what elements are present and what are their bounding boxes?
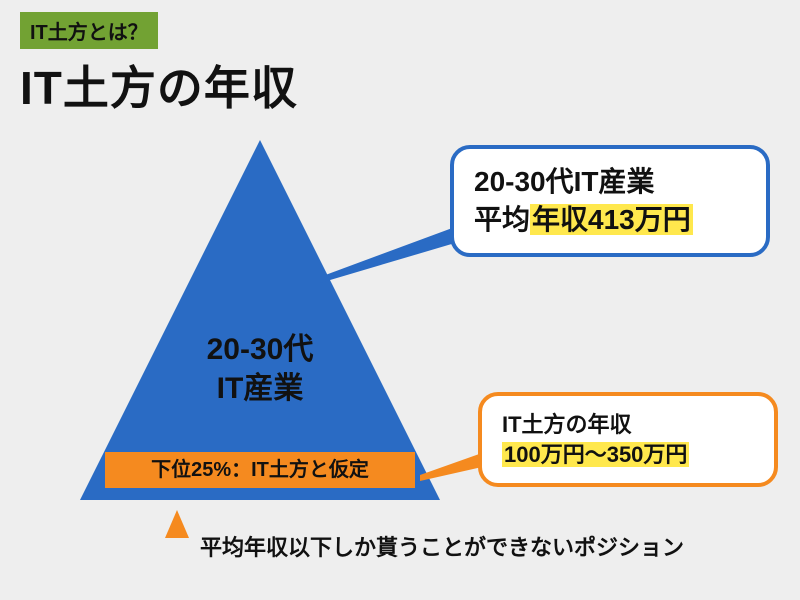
pyramid-label: 20-30代 IT産業 bbox=[180, 330, 340, 408]
callout-industry-average: 20-30代IT産業 平均年収413万円 bbox=[450, 145, 770, 257]
callout1-highlight: 年収413万円 bbox=[530, 204, 693, 235]
callout-it-dokata-salary: IT土方の年収 100万円〜350万円 bbox=[478, 392, 778, 487]
callout1-line1: 20-30代IT産業 bbox=[474, 163, 746, 201]
callout1-line2-pre: 平均 bbox=[474, 204, 530, 235]
page-title: IT土方の年収 bbox=[20, 52, 298, 118]
callout2-connector bbox=[420, 453, 482, 481]
pyramid-label-line1: 20-30代 bbox=[207, 333, 314, 366]
section-badge: IT土方とは？ bbox=[20, 12, 158, 49]
callout1-connector bbox=[320, 227, 455, 283]
callout1-line2: 平均年収413万円 bbox=[474, 201, 746, 239]
pyramid-bottom-strip-text: 下位25%：IT土方と仮定 bbox=[151, 459, 369, 481]
footnote-text-wrap: 平均年収以下しか貰うことができないポジション bbox=[200, 530, 684, 562]
section-badge-text: IT土方とは？ bbox=[30, 22, 148, 44]
callout2-highlight: 100万円〜350万円 bbox=[502, 442, 689, 467]
page-title-text: IT土方の年収 bbox=[20, 62, 298, 114]
footnote-text: 平均年収以下しか貰うことができないポジション bbox=[200, 535, 684, 560]
pyramid-bottom-strip: 下位25%：IT土方と仮定 bbox=[105, 452, 415, 488]
pyramid-shape bbox=[80, 140, 440, 500]
callout2-line2: 100万円〜350万円 bbox=[502, 440, 754, 470]
pyramid-label-line2: IT産業 bbox=[217, 372, 304, 405]
callout2-line1: IT土方の年収 bbox=[502, 410, 754, 440]
arrow-up-icon bbox=[165, 510, 189, 538]
